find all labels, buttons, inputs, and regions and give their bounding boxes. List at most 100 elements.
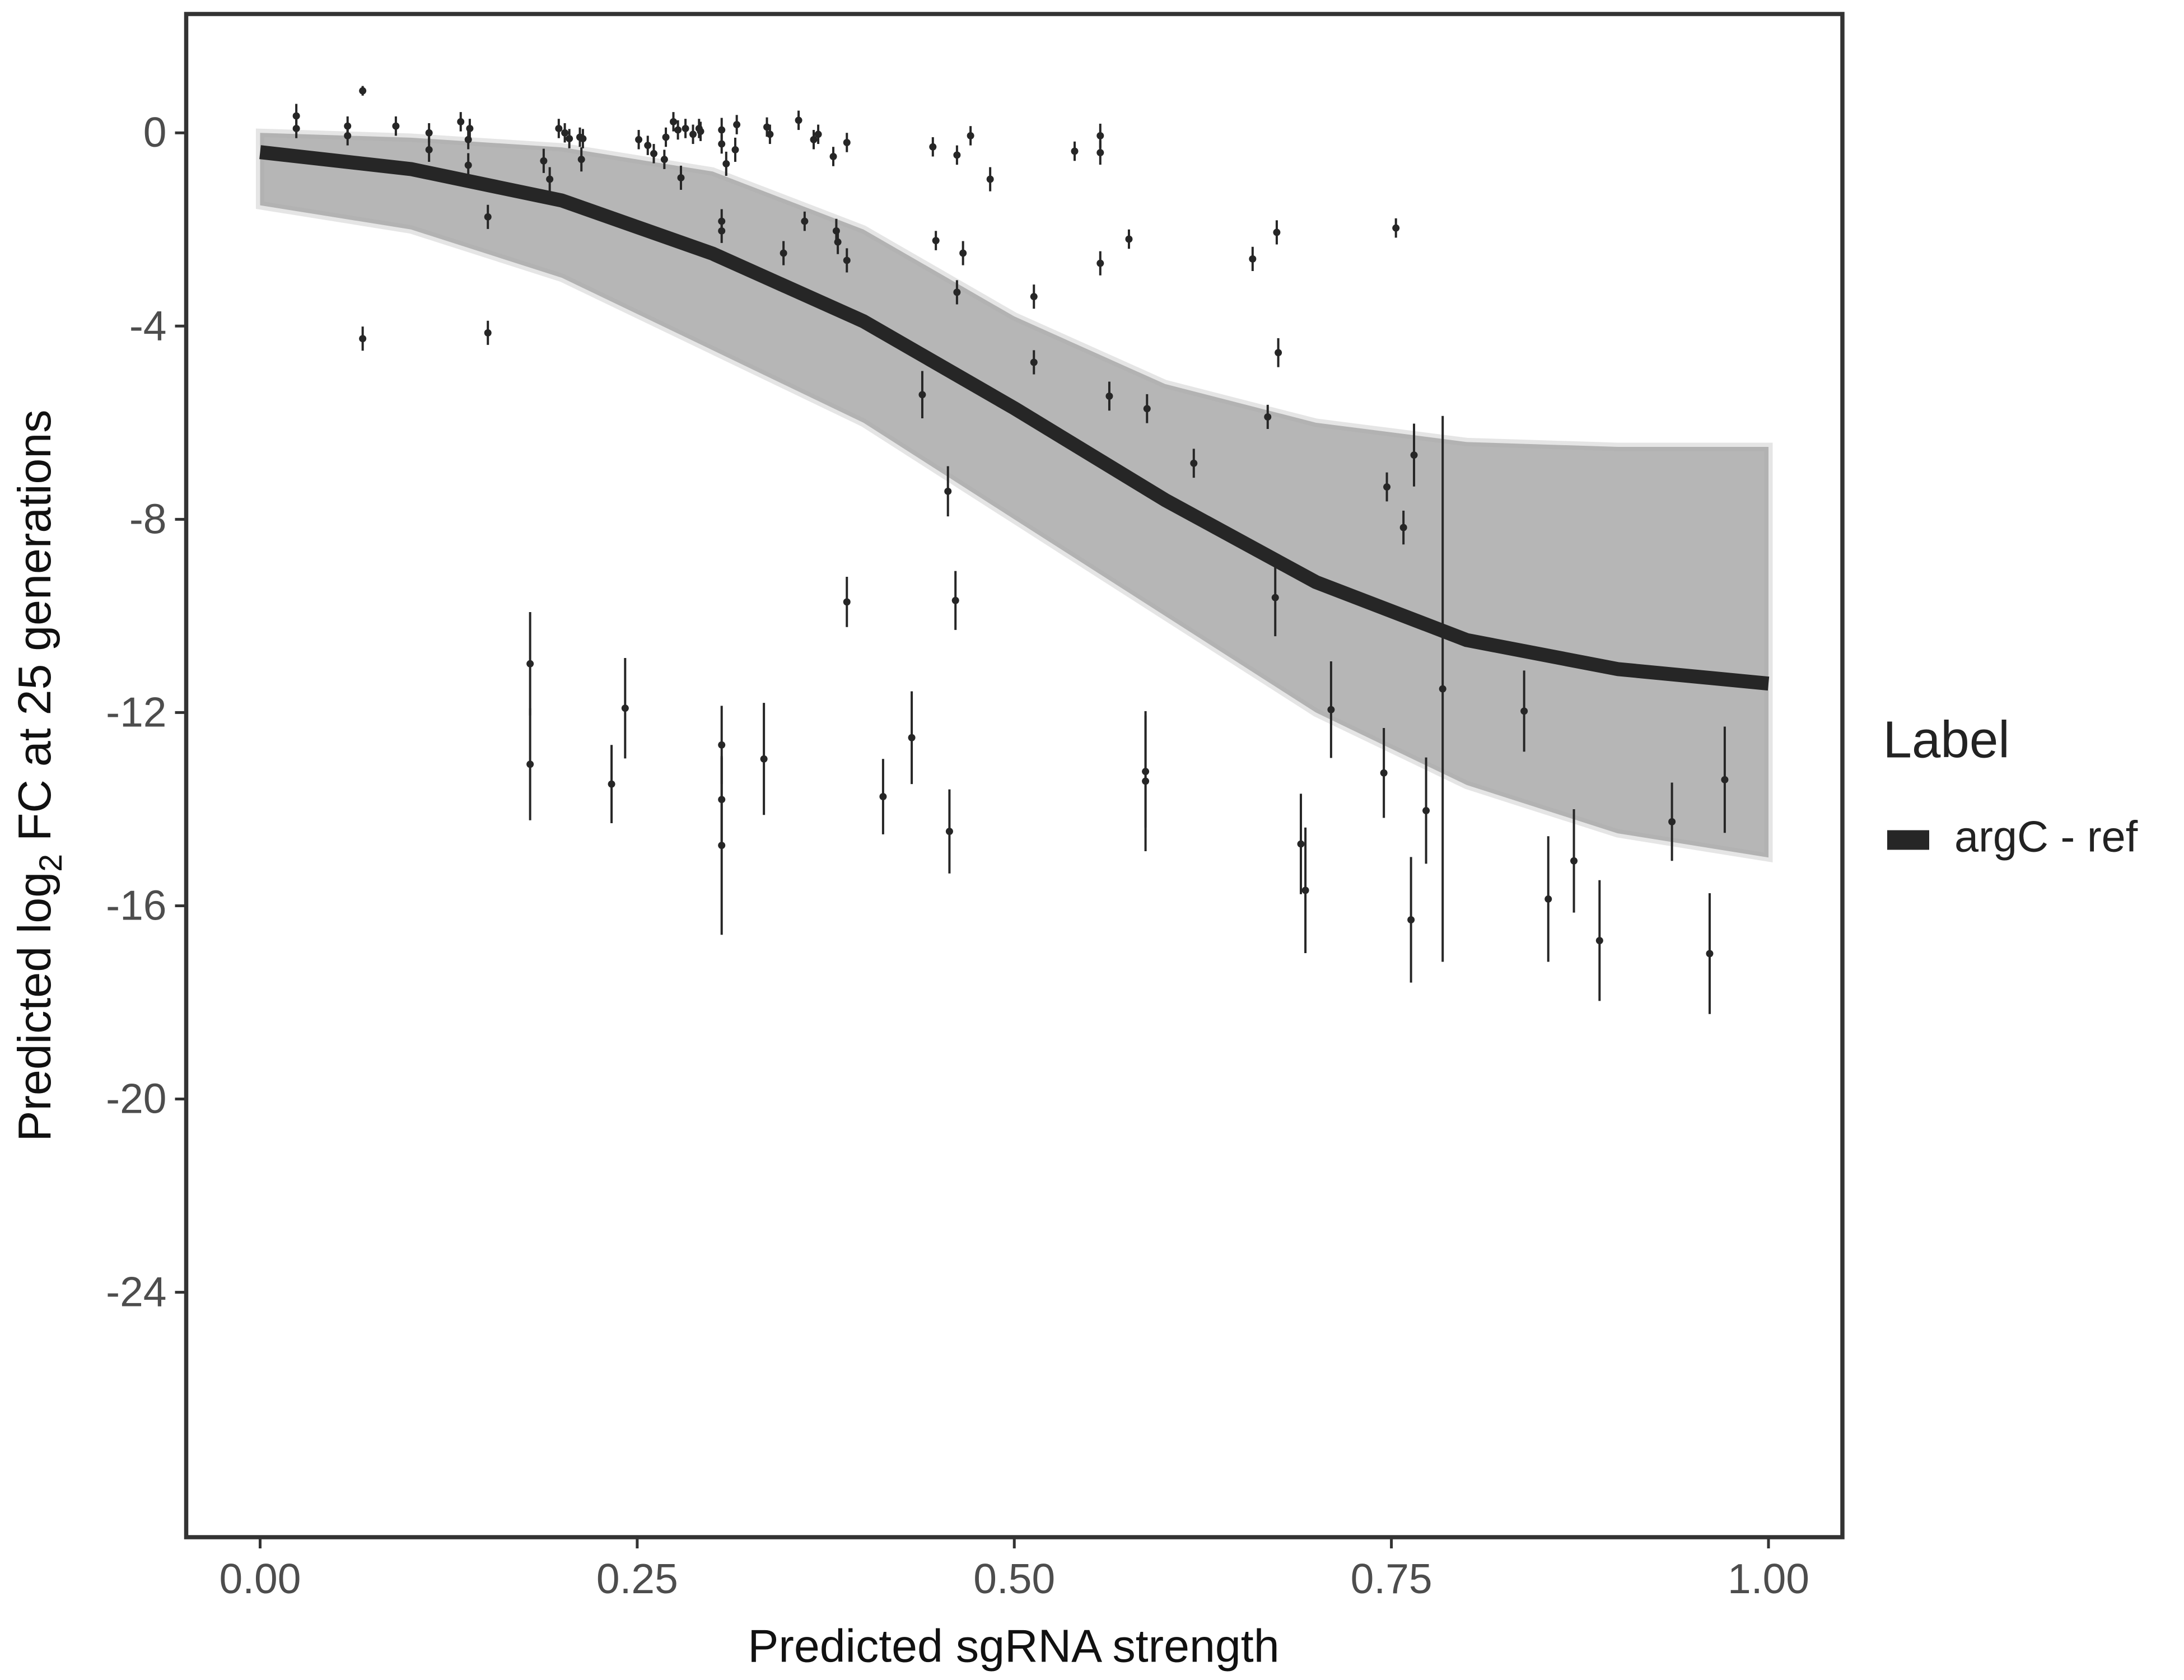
y-tick-label: -8	[129, 495, 167, 542]
point	[464, 161, 472, 169]
point	[697, 128, 704, 136]
legend-swatch	[1887, 830, 1929, 850]
point	[457, 118, 465, 125]
point	[526, 660, 534, 668]
point	[1327, 706, 1335, 713]
fit-line	[259, 145, 1770, 691]
point	[718, 126, 726, 134]
point	[1380, 769, 1388, 777]
posterior-band	[255, 128, 1773, 863]
point	[1570, 857, 1578, 865]
point	[1595, 937, 1603, 945]
point	[1410, 451, 1418, 459]
point	[951, 596, 959, 604]
point	[810, 136, 818, 143]
point	[918, 391, 926, 399]
point	[392, 122, 400, 130]
point	[1383, 483, 1391, 491]
point	[843, 598, 851, 606]
point	[959, 249, 967, 257]
point	[662, 133, 670, 141]
x-axis-title: Predicted sgRNA strength	[748, 1621, 1279, 1672]
y-axis-title-sub: 2	[33, 854, 69, 872]
point	[718, 227, 726, 235]
point	[1273, 228, 1281, 236]
point	[1392, 224, 1400, 232]
point	[1399, 524, 1407, 531]
legend-label: argC - ref	[1954, 813, 2138, 861]
x-tick-label: 0.25	[596, 1555, 678, 1602]
y-axis-title-part: Predicted log	[9, 872, 60, 1142]
point	[1096, 149, 1104, 157]
point	[1105, 392, 1113, 400]
point	[718, 741, 726, 749]
point	[1125, 235, 1133, 243]
point	[801, 217, 809, 225]
x-tick-label: 0.50	[973, 1555, 1055, 1602]
x-tick-label: 1.00	[1728, 1555, 1809, 1602]
point	[1721, 776, 1729, 783]
y-axis-title-part: FC at 25 generations	[9, 410, 60, 854]
point	[621, 704, 629, 712]
point	[795, 116, 802, 124]
point	[1142, 777, 1150, 785]
point	[1297, 840, 1305, 848]
point	[466, 124, 474, 132]
y-tick-label: -20	[106, 1075, 166, 1122]
point	[660, 156, 668, 164]
point	[670, 118, 678, 125]
point	[908, 734, 916, 741]
point	[359, 87, 367, 95]
point	[722, 160, 730, 167]
point	[834, 238, 842, 246]
point	[731, 146, 739, 153]
point	[718, 842, 726, 850]
panel-border	[184, 12, 1845, 1539]
point	[763, 123, 771, 131]
point	[577, 156, 585, 164]
point	[292, 112, 300, 120]
point	[1264, 413, 1272, 421]
point	[561, 129, 569, 137]
point	[425, 146, 433, 153]
point	[359, 335, 367, 343]
point	[635, 136, 643, 143]
point	[733, 121, 741, 129]
point	[674, 126, 682, 134]
point	[1422, 807, 1430, 815]
point	[484, 329, 492, 337]
point	[1030, 293, 1038, 301]
point	[780, 249, 787, 257]
x-tick-label: 0.00	[219, 1555, 301, 1602]
point	[967, 132, 974, 139]
y-tick-label: -24	[106, 1268, 166, 1315]
point	[1668, 818, 1676, 825]
x-tick-label: 0.75	[1351, 1555, 1432, 1602]
point	[650, 150, 657, 157]
y-tick-label: 0	[143, 109, 167, 156]
point	[1301, 886, 1309, 894]
point	[546, 175, 554, 183]
point	[814, 130, 822, 138]
point	[677, 174, 685, 181]
point	[944, 487, 952, 495]
point	[1706, 950, 1714, 958]
point	[1096, 132, 1104, 139]
point	[425, 129, 433, 137]
point	[1096, 259, 1104, 267]
point	[644, 142, 652, 150]
point	[829, 152, 837, 160]
y-tick-label: -12	[106, 688, 166, 735]
point	[929, 143, 937, 151]
point	[1271, 594, 1279, 601]
point	[540, 157, 548, 165]
y-axis-title: Predicted log2 FC at 25 generations	[9, 410, 69, 1142]
point	[1143, 405, 1151, 413]
point	[579, 135, 587, 143]
y-tick-label: -16	[106, 881, 166, 928]
point	[932, 237, 940, 245]
point	[843, 138, 851, 146]
point	[344, 132, 352, 139]
